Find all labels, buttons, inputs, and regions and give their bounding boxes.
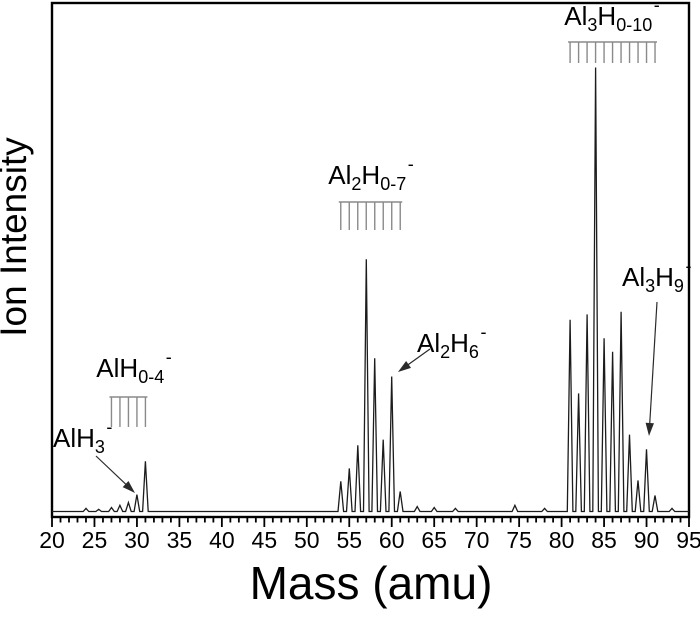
arrow-head	[645, 422, 654, 436]
label-Al3H0-10: Al3H0-10-	[564, 0, 659, 35]
peak-annotations: AlH0-4- AlH3- Al2H0-7- Al2H6- Al3H0-10- Al3H9…	[53, 0, 691, 493]
x-tick-label: 45	[252, 527, 278, 553]
x-tick-label: 30	[124, 527, 150, 553]
spectrum-line	[52, 67, 689, 513]
x-tick-label: 75	[506, 527, 532, 553]
label-Al3H9: Al3H9-	[622, 256, 691, 296]
plot-frame	[50, 1, 691, 519]
arrow-Al3H9	[645, 301, 658, 436]
comb-AlH0-4	[109, 396, 148, 427]
x-tick-label: 95	[676, 527, 700, 553]
x-tick-label: 35	[167, 527, 193, 553]
arrow-AlH3	[95, 455, 135, 493]
arrow-Al2H6	[398, 348, 431, 372]
label-AlH3: AlH3-	[53, 417, 112, 457]
x-tick-label: 90	[634, 527, 660, 553]
comb-Al2H0-7	[338, 201, 403, 230]
label-Al2H0-7: Al2H0-7-	[328, 154, 413, 194]
label-AlH0-4: AlH0-4-	[96, 347, 171, 387]
comb-Al3H0-10	[568, 41, 658, 63]
label-Al2H6: Al2H6-	[417, 322, 486, 362]
x-tick-label: 65	[421, 527, 447, 553]
isotope-combs	[109, 41, 658, 427]
arrow-head	[122, 481, 135, 493]
x-tick-label: 40	[209, 527, 235, 553]
arrow-shaft	[95, 455, 129, 487]
spectrum-trace	[52, 67, 689, 513]
x-tick-label: 25	[82, 527, 108, 553]
x-axis-ticks	[51, 517, 690, 527]
x-tick-label: 55	[336, 527, 362, 553]
x-tick-label: 60	[379, 527, 405, 553]
x-tick-label: 70	[464, 527, 490, 553]
arrow-head	[398, 361, 412, 372]
y-axis-title: Ion Intensity	[0, 137, 34, 337]
arrow-shaft	[405, 348, 431, 367]
arrow-shaft	[648, 301, 658, 427]
plot-border	[50, 1, 691, 519]
x-tick-label: 50	[294, 527, 320, 553]
x-tick-label: 85	[591, 527, 617, 553]
x-axis-title: Mass (amu)	[250, 557, 493, 609]
x-tick-label: 20	[39, 527, 65, 553]
x-axis-tick-labels: 20 25 30 35 40 45 50 55 60 65 70 75 80 85 90 95	[39, 527, 700, 553]
x-tick-label: 80	[549, 527, 575, 553]
